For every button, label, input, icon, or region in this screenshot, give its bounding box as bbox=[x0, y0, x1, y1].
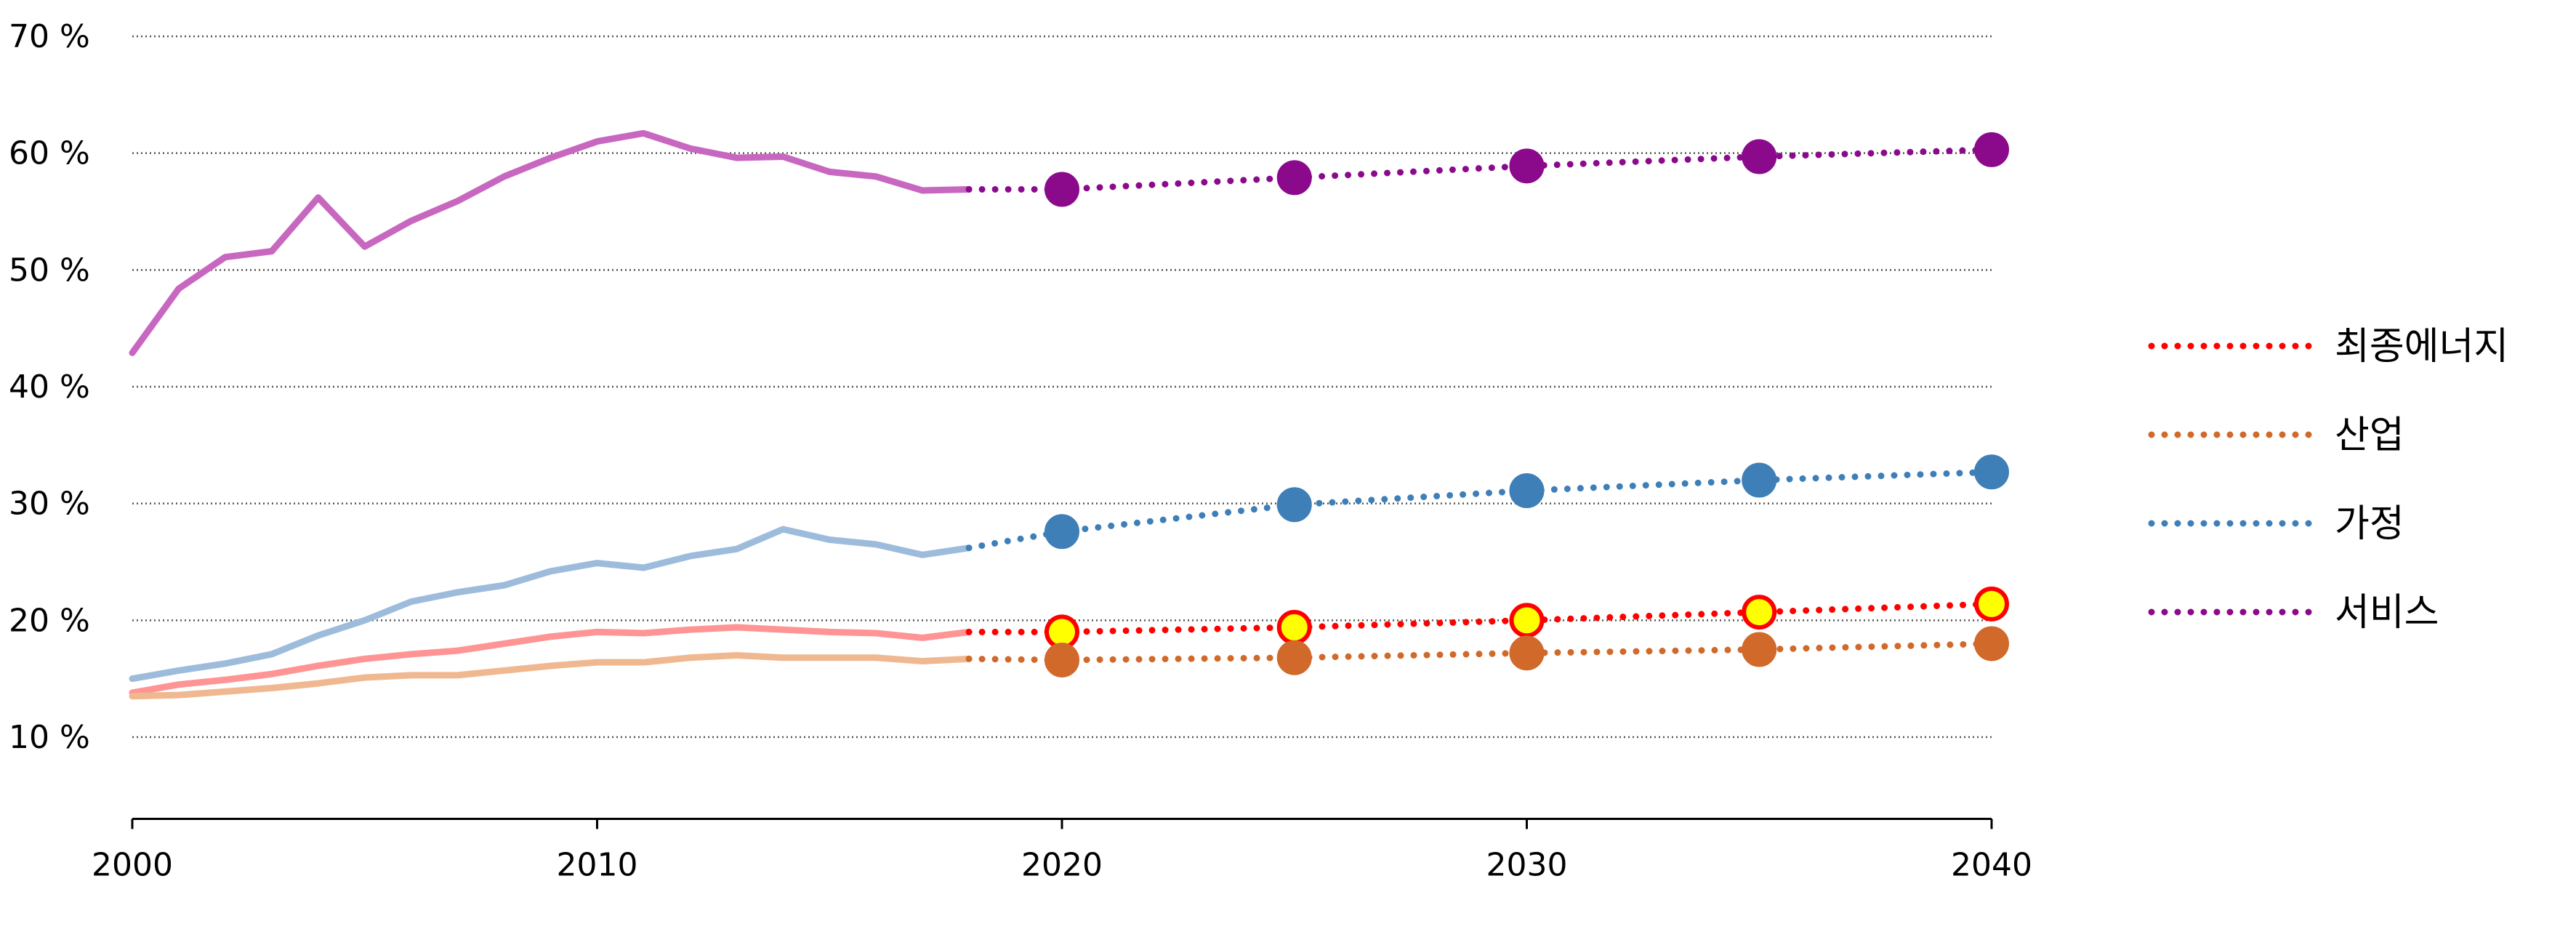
data-point bbox=[1276, 160, 1312, 196]
history-line bbox=[129, 652, 973, 700]
data-point bbox=[1974, 586, 2009, 622]
data-point bbox=[1276, 640, 1312, 675]
data-point bbox=[1742, 595, 1777, 630]
data-point bbox=[1509, 148, 1545, 184]
data-point bbox=[1509, 635, 1545, 671]
y-tick-label: 30 % bbox=[9, 486, 90, 523]
x-tick-label: 2040 bbox=[1951, 846, 2032, 883]
history-line bbox=[129, 624, 973, 696]
history-line bbox=[129, 526, 973, 683]
projection-line bbox=[965, 640, 1995, 664]
series-layer bbox=[129, 129, 2009, 700]
data-point bbox=[1974, 454, 2009, 490]
series-3 bbox=[129, 129, 2009, 356]
data-point bbox=[1742, 632, 1777, 667]
legend-label: 서비스 bbox=[2335, 591, 2439, 635]
legend-label: 최종에너지 bbox=[2335, 325, 2508, 369]
data-point bbox=[1045, 642, 1079, 677]
data-point bbox=[1742, 139, 1777, 174]
x-tick-label: 2010 bbox=[557, 846, 638, 883]
data-point bbox=[1509, 472, 1545, 508]
data-point bbox=[1974, 132, 2009, 167]
projection-line bbox=[965, 600, 1995, 635]
y-tick-label: 10 % bbox=[9, 719, 90, 756]
data-point bbox=[1742, 462, 1777, 498]
legend-label: 산업 bbox=[2335, 414, 2404, 457]
axes: 2000 2010 2020 2030 2040 bbox=[92, 817, 2032, 883]
y-tick-label: 50 % bbox=[9, 252, 90, 289]
data-point bbox=[1045, 514, 1079, 550]
x-tick-label: 2030 bbox=[1486, 846, 1568, 883]
series-1 bbox=[129, 626, 2009, 700]
x-tick-label: 2000 bbox=[92, 846, 173, 883]
y-tick-label: 40 % bbox=[9, 369, 90, 406]
data-point bbox=[1509, 603, 1545, 638]
y-tick-label: 60 % bbox=[9, 135, 90, 172]
data-point bbox=[1045, 172, 1079, 207]
projection-line bbox=[965, 468, 1995, 552]
data-point bbox=[1276, 487, 1312, 523]
series-2 bbox=[129, 454, 2009, 683]
y-tick-label: 20 % bbox=[9, 602, 90, 639]
data-point bbox=[1974, 626, 2009, 662]
gridlines: 10 % 20 % 30 % 40 % 50 % 60 % 70 % bbox=[9, 18, 1992, 756]
projection-line bbox=[965, 146, 1995, 193]
y-tick-label: 70 % bbox=[9, 18, 90, 55]
legend-label: 가정 bbox=[2335, 502, 2404, 546]
history-line bbox=[129, 129, 973, 356]
data-point bbox=[1276, 609, 1312, 645]
x-tick-label: 2020 bbox=[1021, 846, 1103, 883]
